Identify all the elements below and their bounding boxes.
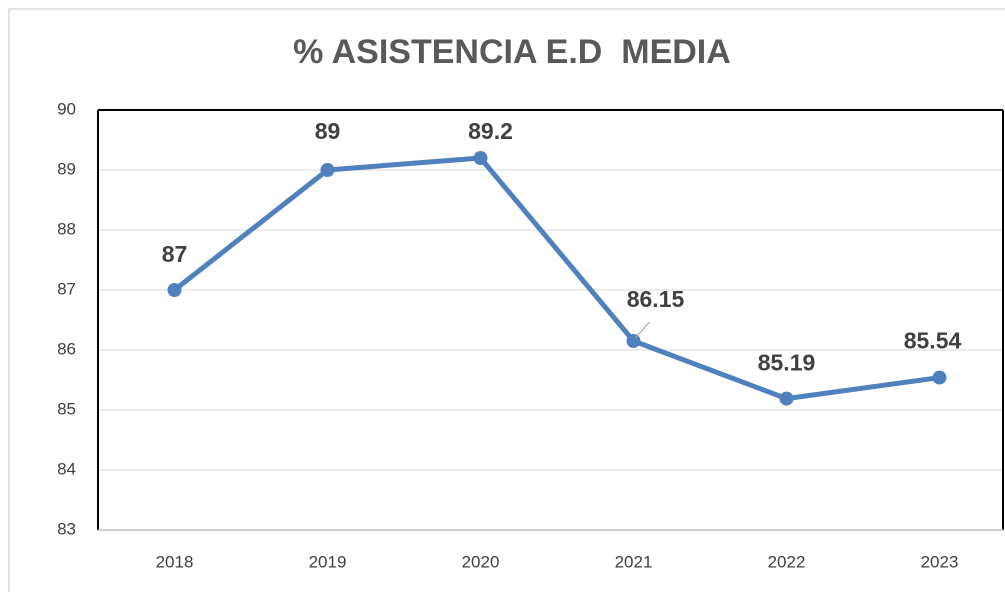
data-label: 86.15 — [627, 286, 685, 312]
y-tick-label: 87 — [57, 279, 76, 298]
x-tick-label: 2018 — [156, 552, 194, 571]
x-tick-label: 2023 — [921, 552, 959, 571]
y-tick-label: 85 — [57, 399, 76, 418]
data-point — [779, 391, 794, 406]
data-point — [626, 334, 641, 348]
plot: 87 89 89.2 86.15 85.19 85.54 — [162, 118, 962, 406]
data-point — [932, 370, 947, 385]
data-point — [320, 163, 335, 177]
y-tick-label: 90 — [57, 99, 76, 118]
leader-line — [635, 321, 650, 339]
y-tick-label: 89 — [57, 159, 76, 178]
data-label: 87 — [162, 241, 188, 267]
x-tick-label: 2019 — [309, 552, 347, 571]
y-tick-label: 88 — [57, 219, 76, 238]
chart-title: % ASISTENCIA E.D MEDIA — [293, 33, 731, 71]
y-tick-label: 84 — [57, 459, 76, 478]
y-tick-label: 86 — [57, 339, 76, 358]
data-point — [473, 151, 488, 165]
chart-border — [8, 8, 1005, 592]
x-tick-label: 2020 — [462, 552, 500, 571]
data-label: 85.54 — [904, 328, 962, 354]
x-tick-label: 2021 — [615, 552, 653, 571]
data-label: 85.19 — [758, 350, 816, 376]
x-tick-label: 2022 — [768, 552, 806, 571]
data-line — [172, 155, 940, 402]
data-point — [167, 283, 182, 297]
y-tick-label: 83 — [57, 519, 76, 538]
data-label: 89 — [315, 118, 341, 144]
data-label: 89.2 — [468, 118, 513, 144]
